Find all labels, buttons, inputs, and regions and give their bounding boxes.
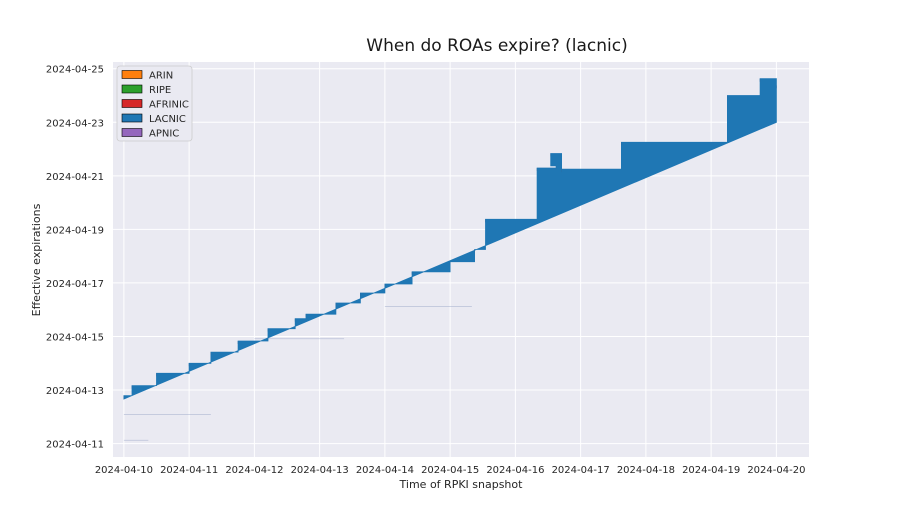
x-tick-label: 2024-04-19 bbox=[682, 465, 740, 476]
x-axis-label: Time of RPKI snapshot bbox=[399, 478, 524, 491]
y-axis-label: Effective expirations bbox=[30, 203, 43, 316]
legend: ARIN RIPE AFRINIC LACNIC APNIC bbox=[116, 65, 193, 142]
legend-label: APNIC bbox=[149, 129, 179, 140]
legend-swatch bbox=[121, 99, 143, 108]
legend-label: LACNIC bbox=[149, 114, 186, 125]
lacnic-area bbox=[123, 78, 777, 400]
x-tick-label: 2024-04-14 bbox=[356, 465, 414, 476]
y-tick-label: 2024-04-15 bbox=[46, 332, 104, 343]
faint-expiry-lines bbox=[123, 306, 472, 441]
x-tick-label: 2024-04-17 bbox=[552, 465, 610, 476]
x-tick-label: 2024-04-13 bbox=[291, 465, 349, 476]
legend-label: RIPE bbox=[149, 85, 171, 96]
y-tick-label: 2024-04-13 bbox=[46, 386, 104, 397]
y-tick-label: 2024-04-11 bbox=[46, 440, 104, 451]
x-tick-label: 2024-04-15 bbox=[421, 465, 479, 476]
x-tick-label: 2024-04-18 bbox=[617, 465, 675, 476]
legend-swatch bbox=[121, 128, 143, 137]
x-tick-label: 2024-04-20 bbox=[747, 465, 805, 476]
x-tick-label: 2024-04-10 bbox=[95, 465, 153, 476]
y-tick-label: 2024-04-17 bbox=[46, 279, 104, 290]
y-tick-label: 2024-04-25 bbox=[46, 65, 104, 76]
grid-lines bbox=[113, 62, 809, 457]
y-tick-labels: 2024-04-11 2024-04-13 2024-04-15 2024-04-17… bbox=[46, 65, 104, 451]
y-tick-label: 2024-04-23 bbox=[46, 118, 104, 129]
legend-swatch bbox=[121, 113, 143, 123]
x-tick-label: 2024-04-12 bbox=[225, 465, 283, 476]
x-tick-labels: 2024-04-10 2024-04-11 2024-04-12 2024-04-13… bbox=[95, 465, 806, 476]
x-tick-label: 2024-04-11 bbox=[160, 465, 218, 476]
x-tick-label: 2024-04-16 bbox=[486, 465, 544, 476]
y-tick-label: 2024-04-21 bbox=[46, 172, 104, 183]
chart-title: When do ROAs expire? (lacnic) bbox=[366, 36, 627, 56]
legend-label: AFRINIC bbox=[149, 100, 189, 111]
legend-swatch bbox=[121, 70, 143, 79]
lacnic-expiry-area bbox=[123, 78, 777, 400]
legend-swatch bbox=[121, 84, 143, 94]
y-tick-label: 2024-04-19 bbox=[46, 225, 104, 236]
legend-label: ARIN bbox=[149, 71, 173, 82]
